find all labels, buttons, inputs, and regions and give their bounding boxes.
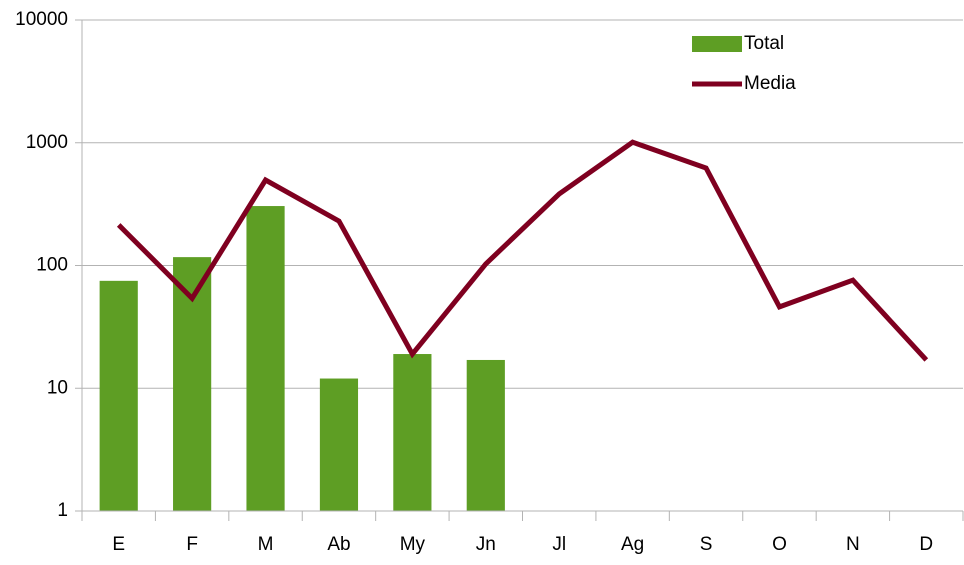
- y-tick-label: 1000: [26, 132, 68, 153]
- y-tick-label: 100: [36, 255, 68, 276]
- x-tick-label: S: [700, 534, 713, 555]
- x-tick-label: N: [846, 534, 860, 555]
- x-tick-label: E: [112, 534, 125, 555]
- x-tick-label: O: [772, 534, 787, 555]
- legend-label: Total: [744, 33, 784, 54]
- x-tick-label: Jn: [476, 534, 496, 555]
- x-tick-label: Ab: [327, 534, 350, 555]
- y-tick-label: 10: [47, 377, 68, 398]
- bar: [99, 280, 138, 511]
- x-tick-label: Ag: [621, 534, 644, 555]
- bar: [393, 354, 432, 511]
- line: [116, 139, 929, 362]
- y-tick-label: 1: [57, 500, 68, 521]
- legend-label: Media: [744, 73, 796, 94]
- legend-swatch: [692, 36, 742, 52]
- bar: [466, 359, 505, 511]
- x-tick-label: Jl: [552, 534, 566, 555]
- bar: [319, 378, 359, 511]
- y-tick-label: 10000: [15, 9, 68, 30]
- x-tick-label: F: [186, 534, 198, 555]
- x-tick-label: M: [258, 534, 274, 555]
- bar: [246, 206, 285, 512]
- x-tick-label: D: [919, 534, 933, 555]
- x-tick-label: My: [400, 534, 426, 555]
